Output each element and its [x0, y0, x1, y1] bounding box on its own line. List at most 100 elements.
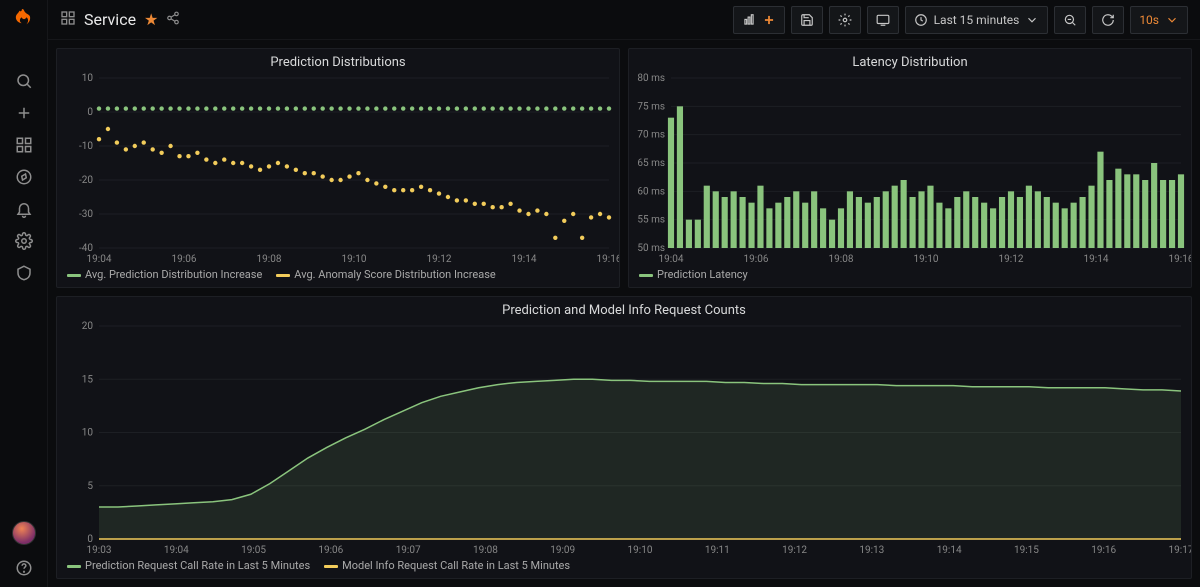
svg-text:19:08: 19:08 [473, 545, 498, 556]
time-range-button[interactable]: Last 15 minutes [905, 6, 1049, 34]
toolbar: Last 15 minutes 10s [733, 6, 1188, 34]
svg-text:19:13: 19:13 [859, 545, 884, 556]
svg-text:10: 10 [82, 73, 94, 84]
avatar[interactable] [12, 521, 36, 545]
svg-text:65 ms: 65 ms [637, 158, 665, 169]
panel-title: Prediction Distributions [57, 49, 619, 72]
settings-button[interactable] [829, 6, 861, 34]
svg-text:19:09: 19:09 [550, 545, 575, 556]
svg-text:19:05: 19:05 [241, 545, 266, 556]
grafana-logo-icon[interactable] [10, 8, 38, 36]
svg-text:19:14: 19:14 [512, 254, 537, 265]
svg-text:-10: -10 [79, 141, 93, 152]
svg-text:19:10: 19:10 [914, 254, 939, 265]
alerting-icon[interactable] [15, 200, 33, 218]
configuration-icon[interactable] [15, 232, 33, 250]
svg-text:20: 20 [82, 321, 94, 332]
save-button[interactable] [791, 6, 823, 34]
panel-latency: Latency Distribution 50 ms 55 ms 60 ms 65 m… [628, 48, 1192, 288]
page-title[interactable]: Service [84, 10, 136, 29]
refresh-button[interactable] [1092, 6, 1124, 34]
legend-item[interactable]: Prediction Request Call Rate in Last 5 M… [67, 559, 310, 572]
svg-text:15: 15 [82, 374, 94, 385]
svg-text:-20: -20 [79, 175, 93, 186]
svg-text:19:12: 19:12 [427, 254, 452, 265]
legend-label: Avg. Prediction Distribution Increase [85, 268, 262, 281]
svg-text:0: 0 [87, 534, 93, 545]
svg-text:19:11: 19:11 [705, 545, 730, 556]
svg-text:50 ms: 50 ms [637, 243, 665, 254]
zoom-out-button[interactable] [1054, 6, 1086, 34]
svg-text:19:08: 19:08 [829, 254, 854, 265]
svg-text:70 ms: 70 ms [637, 130, 665, 141]
svg-text:0: 0 [87, 107, 93, 118]
legend-label: Avg. Anomaly Score Distribution Increase [294, 268, 495, 281]
svg-text:-40: -40 [79, 243, 93, 254]
dashboard-grid-icon[interactable] [60, 10, 76, 30]
legend-item[interactable]: Model Info Request Call Rate in Last 5 M… [324, 559, 570, 572]
svg-text:19:16: 19:16 [1169, 254, 1191, 265]
refresh-interval-button[interactable]: 10s [1130, 6, 1188, 34]
panel-title: Prediction and Model Info Request Counts [57, 297, 1191, 320]
svg-text:19:14: 19:14 [1084, 254, 1109, 265]
svg-text:19:16: 19:16 [597, 254, 619, 265]
svg-text:19:12: 19:12 [782, 545, 807, 556]
svg-text:-30: -30 [79, 209, 93, 220]
legend-item[interactable]: Avg. Prediction Distribution Increase [67, 268, 262, 281]
legend-label: Prediction Request Call Rate in Last 5 M… [85, 559, 310, 572]
share-icon[interactable] [166, 10, 180, 29]
refresh-interval-label: 10s [1139, 13, 1159, 27]
predictions-legend: Avg. Prediction Distribution Increase Av… [57, 266, 619, 287]
requests-chart[interactable]: 0 5 10 15 20 19:03 19:04 19:05 19:06 19:07 19:08 19… [57, 320, 1191, 557]
latency-legend: Prediction Latency [629, 266, 1191, 287]
panel-requests: Prediction and Model Info Request Counts… [56, 296, 1192, 579]
svg-text:19:03: 19:03 [87, 545, 112, 556]
main: Service ★ Last 15 minutes 10s Prediction… [48, 0, 1200, 587]
star-icon[interactable]: ★ [144, 10, 158, 29]
svg-text:19:08: 19:08 [257, 254, 282, 265]
legend-item[interactable]: Avg. Anomaly Score Distribution Increase [276, 268, 495, 281]
svg-text:19:10: 19:10 [342, 254, 367, 265]
dashboards-icon[interactable] [15, 136, 33, 154]
explore-icon[interactable] [15, 168, 33, 186]
legend-item[interactable]: Prediction Latency [639, 268, 748, 281]
panel-title: Latency Distribution [629, 49, 1191, 72]
sidebar-nav-bottom [12, 521, 36, 577]
svg-text:80 ms: 80 ms [637, 73, 665, 84]
legend-label: Model Info Request Call Rate in Last 5 M… [342, 559, 570, 572]
svg-text:5: 5 [87, 481, 93, 492]
time-range-label: Last 15 minutes [934, 13, 1020, 27]
requests-legend: Prediction Request Call Rate in Last 5 M… [57, 557, 1191, 578]
topbar: Service ★ Last 15 minutes 10s [48, 0, 1200, 40]
predictions-chart[interactable]: -40 -30 -20 -10 0 10 19:04 19:06 19:08 19:10 19:12… [57, 72, 619, 266]
svg-text:55 ms: 55 ms [637, 215, 665, 226]
panel-predictions: Prediction Distributions -40 -30 -20 -10 0 10… [56, 48, 620, 288]
svg-text:19:15: 19:15 [1014, 545, 1039, 556]
svg-text:19:06: 19:06 [318, 545, 343, 556]
add-panel-button[interactable] [733, 6, 785, 34]
svg-text:19:07: 19:07 [396, 545, 421, 556]
svg-text:19:04: 19:04 [164, 545, 189, 556]
svg-text:19:10: 19:10 [628, 545, 653, 556]
latency-chart[interactable]: 50 ms55 ms60 ms65 ms70 ms75 ms80 ms19:04… [629, 72, 1191, 266]
svg-text:19:04: 19:04 [87, 254, 112, 265]
tv-mode-button[interactable] [867, 6, 899, 34]
sidebar-nav-main [0, 72, 47, 282]
app-root: Service ★ Last 15 minutes 10s Prediction… [0, 0, 1200, 587]
breadcrumb: Service ★ [60, 10, 180, 30]
svg-text:19:17: 19:17 [1169, 545, 1191, 556]
svg-text:60 ms: 60 ms [637, 186, 665, 197]
search-icon[interactable] [15, 72, 33, 90]
svg-text:19:14: 19:14 [937, 545, 962, 556]
help-icon[interactable] [15, 559, 33, 577]
svg-text:10: 10 [82, 428, 94, 439]
legend-label: Prediction Latency [657, 268, 748, 281]
server-admin-icon[interactable] [15, 264, 33, 282]
svg-text:19:16: 19:16 [1091, 545, 1116, 556]
svg-text:19:12: 19:12 [999, 254, 1024, 265]
create-icon[interactable] [15, 104, 33, 122]
panels-grid: Prediction Distributions -40 -30 -20 -10 0 10… [48, 40, 1200, 587]
svg-text:75 ms: 75 ms [637, 101, 665, 112]
svg-text:19:06: 19:06 [172, 254, 197, 265]
svg-text:19:06: 19:06 [744, 254, 769, 265]
